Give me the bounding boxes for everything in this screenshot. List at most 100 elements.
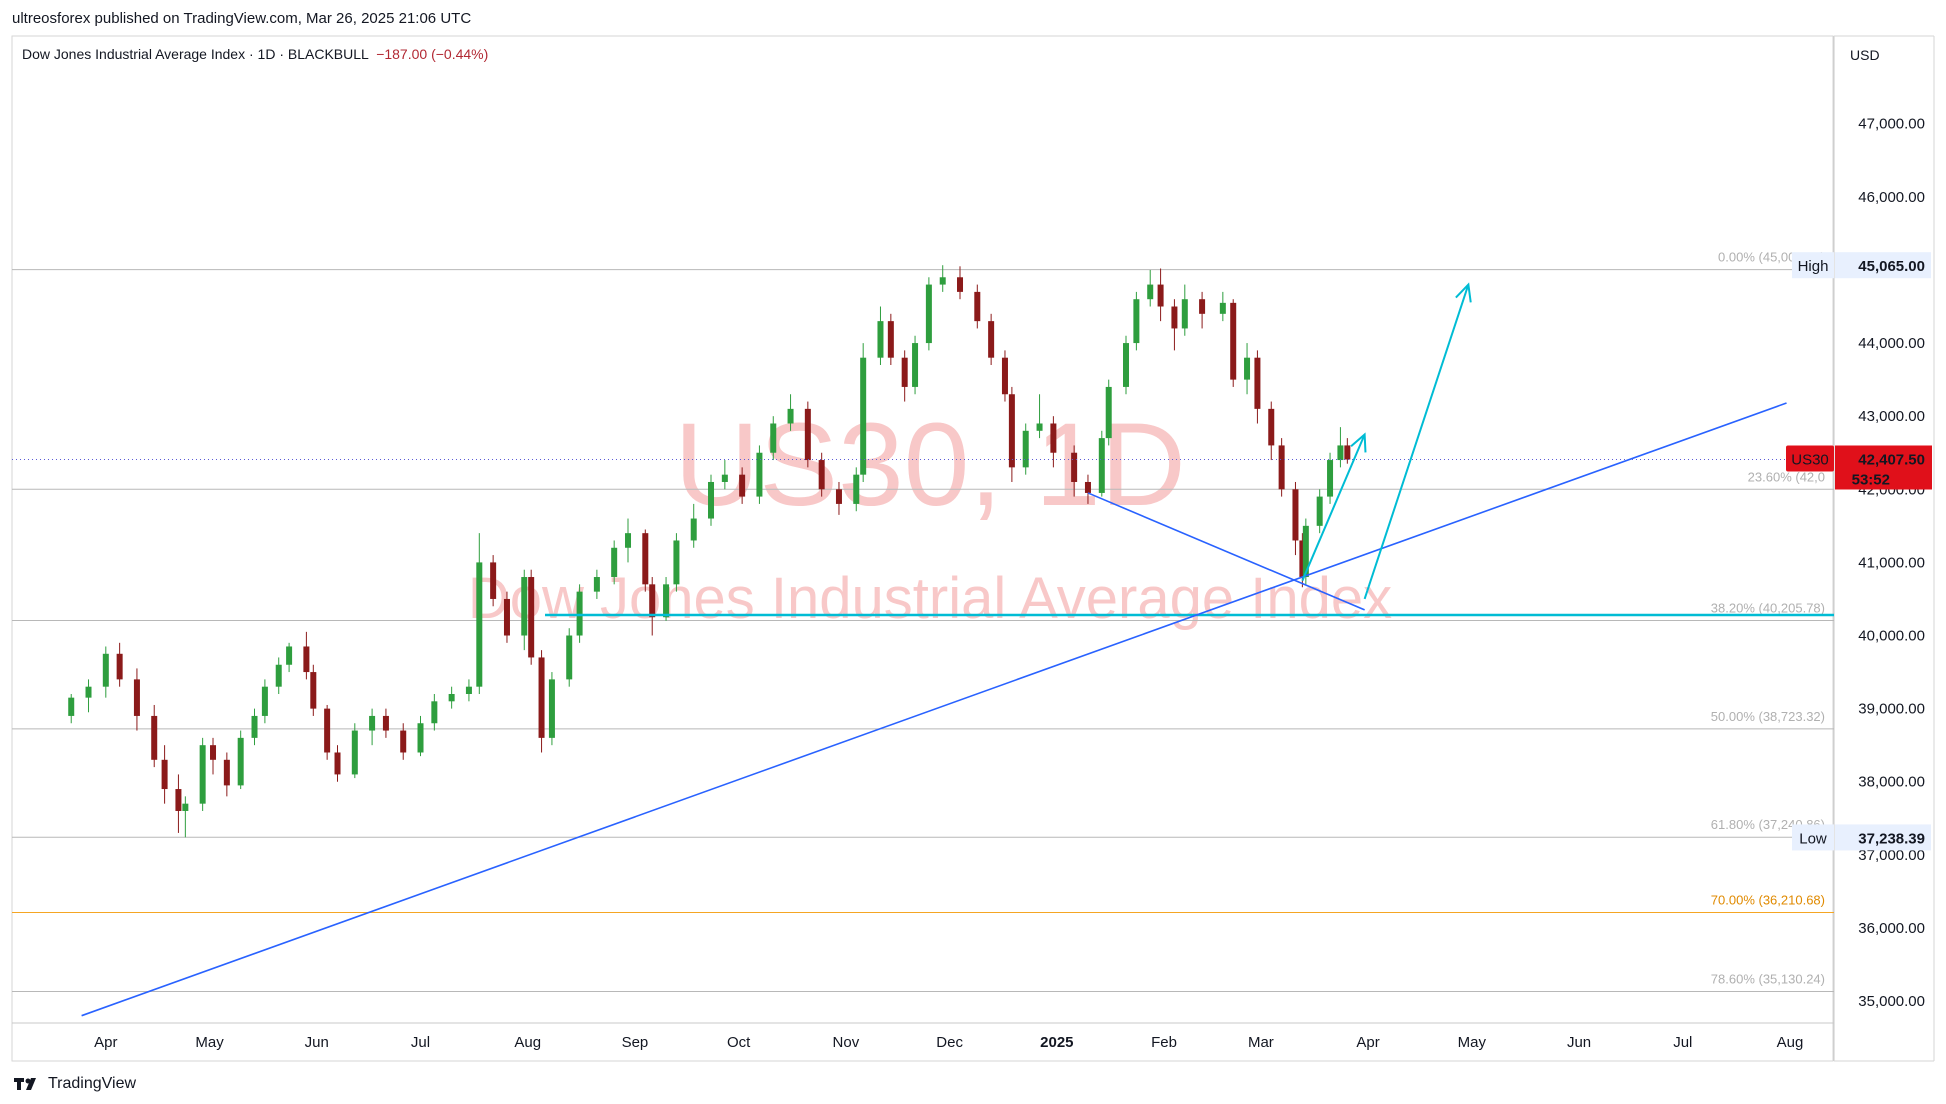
candle-body xyxy=(334,752,341,775)
candle-body xyxy=(1244,357,1251,380)
candle xyxy=(721,460,728,490)
time-tick-label: Apr xyxy=(94,1034,117,1051)
candle xyxy=(1337,427,1344,468)
candle xyxy=(566,628,573,687)
candle xyxy=(611,540,618,585)
fib-level-label: 38.20% (40,205.78) xyxy=(1711,600,1825,615)
time-tick-label: Jul xyxy=(411,1034,430,1051)
candle xyxy=(133,668,140,731)
candle xyxy=(912,335,919,395)
candle-body xyxy=(593,577,600,592)
fib-level-label: 78.60% (35,130.24) xyxy=(1711,972,1825,987)
price-axis[interactable]: 35,000.00 36,000.00 37,000.00 38,000.00 39,0… xyxy=(1858,116,1925,1010)
candle-body xyxy=(663,584,670,618)
candle xyxy=(593,569,600,599)
candle-body xyxy=(988,321,995,358)
time-tick-label: Oct xyxy=(727,1034,751,1051)
candle xyxy=(974,284,981,329)
candle xyxy=(417,715,424,757)
candle-body xyxy=(133,679,140,716)
candle-body xyxy=(1157,284,1164,307)
candle xyxy=(690,503,697,548)
candle-body xyxy=(116,653,123,680)
candle-body xyxy=(576,591,583,636)
high-value-bg xyxy=(1835,252,1931,279)
candle-body xyxy=(151,715,158,760)
candle xyxy=(1181,284,1188,336)
candle xyxy=(1098,430,1105,497)
candle-body xyxy=(1219,302,1226,314)
candle xyxy=(1123,335,1130,395)
currency-label[interactable]: USD xyxy=(1850,47,1880,63)
candle xyxy=(853,467,860,512)
high-value-label: 45,065.00 xyxy=(1858,258,1925,275)
candle xyxy=(369,708,376,746)
candle-body xyxy=(1337,445,1344,461)
candle-body xyxy=(324,708,331,753)
candle-body xyxy=(548,679,555,738)
candle-body xyxy=(1133,299,1140,344)
candle-body xyxy=(161,759,168,790)
candle xyxy=(957,266,964,300)
candle-body xyxy=(1181,299,1188,329)
last-price-value: 42,407.50 xyxy=(1858,451,1925,468)
candle xyxy=(1230,299,1237,387)
candle xyxy=(324,704,331,760)
candle-body xyxy=(887,321,894,358)
time-tick-label: May xyxy=(1458,1034,1487,1051)
candle-body xyxy=(974,291,981,322)
projection-arrow-short-shaft xyxy=(1301,434,1366,582)
candle-body xyxy=(690,518,697,541)
candle xyxy=(1344,438,1351,464)
candle-body xyxy=(261,686,268,716)
candle xyxy=(68,694,75,724)
candlestick-series xyxy=(68,265,1351,838)
candle-body xyxy=(1022,430,1029,468)
candle-body xyxy=(85,686,92,698)
price-tick-label: 39,000.00 xyxy=(1858,701,1925,718)
candle-body xyxy=(465,686,472,694)
time-tick-label: Jun xyxy=(1567,1034,1591,1051)
candle xyxy=(303,631,310,680)
low-value-bg xyxy=(1835,824,1931,851)
candle-body xyxy=(503,598,510,636)
price-tick-label: 46,000.00 xyxy=(1858,189,1925,206)
candle xyxy=(116,642,123,687)
candle xyxy=(1327,452,1334,504)
candle-body xyxy=(448,694,455,702)
candle-body xyxy=(835,489,842,504)
candle xyxy=(1050,416,1057,468)
candle xyxy=(887,313,894,365)
candle xyxy=(835,481,842,515)
footer-brand[interactable]: TradingView xyxy=(14,1075,136,1093)
candle xyxy=(237,730,244,790)
candle xyxy=(625,518,632,563)
candle-body xyxy=(182,803,189,811)
candle xyxy=(1084,474,1091,504)
wedge-trendline xyxy=(1087,492,1365,611)
candle xyxy=(400,723,407,760)
candle-body xyxy=(1199,299,1206,314)
time-axis[interactable]: Apr May Jun Jul Aug Sep Oct Nov Dec 2025 Feb Mar Apr… xyxy=(94,1034,1803,1051)
low-tag-bg xyxy=(1792,824,1834,851)
fibonacci-retracement[interactable]: 0.00% (45,004.02)23.60% (42,038.20% (40,… xyxy=(12,250,1834,993)
candle-body xyxy=(1299,540,1306,578)
drawings[interactable] xyxy=(12,282,1834,1017)
candle-body xyxy=(925,284,932,344)
candle xyxy=(739,467,746,504)
candle xyxy=(770,416,777,461)
candle xyxy=(1268,401,1275,461)
candle xyxy=(901,350,908,402)
candle-body xyxy=(490,562,497,599)
candle xyxy=(1244,343,1251,395)
fib-level-label: 23.60% (42,0 xyxy=(1748,469,1825,484)
candle-body xyxy=(566,635,573,680)
candle xyxy=(649,577,656,636)
candle-body xyxy=(860,357,867,475)
candle-body xyxy=(102,653,109,687)
candle xyxy=(351,723,358,779)
legend-change: −187.00 (−0.44%) xyxy=(376,46,489,62)
candle-body xyxy=(1098,438,1105,493)
candle xyxy=(1036,394,1043,439)
